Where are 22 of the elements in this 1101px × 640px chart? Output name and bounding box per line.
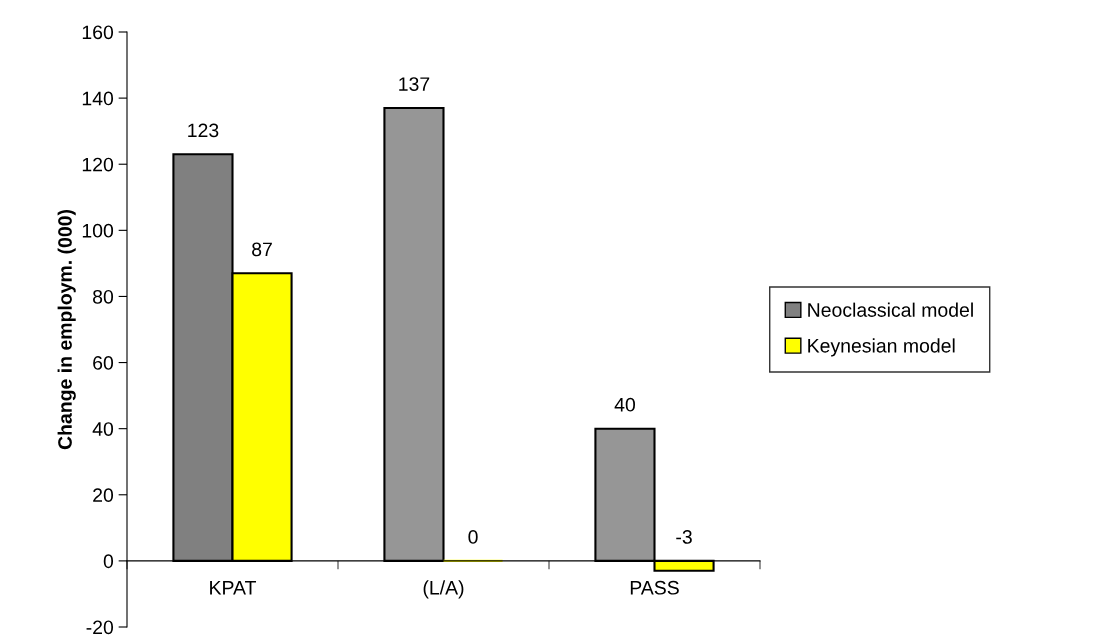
y-tick-label: 20 (93, 488, 114, 503)
y-tick-label: 40 (92, 422, 114, 436)
legend-label: Keynesian model (808, 338, 955, 357)
y-tick-label: 160 (82, 25, 114, 40)
data-label: -3 (676, 530, 692, 544)
data-label: 87 (252, 242, 272, 257)
y-tick-label: 60 (93, 356, 114, 370)
legend-label: Neoclassical model (808, 302, 973, 317)
x-tick-label: KPAT (210, 581, 257, 595)
y-tick-label: 0 (103, 554, 114, 569)
data-label: 40 (614, 397, 636, 412)
y-tick-label: 100 (82, 223, 114, 238)
y-axis-title: Change in employm. (000) (57, 209, 76, 450)
data-label: 0 (468, 530, 478, 544)
y-tick-label: 120 (82, 157, 114, 172)
x-tick-label: (L/A) (423, 580, 464, 599)
data-label: 123 (188, 123, 219, 138)
y-tick-label: 80 (93, 289, 114, 304)
y-tick-label: 140 (82, 91, 114, 106)
y-tick-label: -20 (86, 620, 114, 635)
data-label: 137 (399, 77, 430, 91)
x-tick-label: PASS (630, 580, 679, 595)
